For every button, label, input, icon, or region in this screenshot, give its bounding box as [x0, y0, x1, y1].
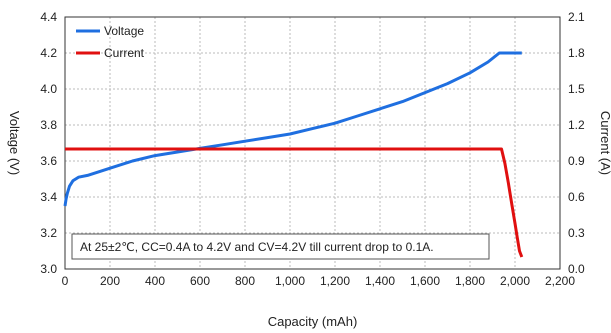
series-lines [63, 51, 524, 258]
series-line-voltage [63, 51, 522, 207]
y-left-tick-label: 3.6 [40, 154, 57, 168]
y-left-tick-label: 4.2 [40, 46, 57, 60]
x-tick-label: 1,200 [320, 274, 350, 288]
series-line-current [65, 147, 524, 258]
y-right-tick-label: 0.0 [568, 262, 585, 276]
x-tick-label: 1,600 [410, 274, 440, 288]
y-left-tick-label: 4.0 [40, 82, 57, 96]
x-tick-label: 1,000 [275, 274, 305, 288]
y-right-tick-label: 2.1 [568, 10, 585, 24]
y-left-tick-label: 3.2 [40, 226, 57, 240]
annotation-frame [71, 233, 490, 260]
x-tick-label: 2,000 [500, 274, 530, 288]
y-left-tick-label: 3.8 [40, 118, 57, 132]
legend-label-current: Current [104, 46, 145, 60]
x-tick-label: 800 [235, 274, 255, 288]
x-tick-label: 1,800 [455, 274, 485, 288]
y-left-tick-label: 3.0 [40, 262, 57, 276]
annotation-text: At 25±2℃, CC=0.4A to 4.2V and CV=4.2V ti… [80, 240, 434, 254]
y-right-tick-label: 0.9 [568, 154, 585, 168]
x-tick-label: 2,200 [545, 274, 575, 288]
tick-labels: 0 200 400 600 800 1,000 1,200 1,400 1,600 1,800 2,… [40, 10, 585, 288]
legend: Voltage Current [76, 24, 145, 60]
y-left-tick-label: 4.4 [40, 10, 57, 24]
y-left-tick-label: 3.4 [40, 190, 57, 204]
y-right-tick-label: 0.3 [568, 226, 585, 240]
x-tick-label: 1,400 [365, 274, 395, 288]
legend-label-voltage: Voltage [104, 24, 144, 38]
x-tick-label: 400 [145, 274, 165, 288]
y-right-tick-label: 1.8 [568, 46, 585, 60]
y-right-tick-label: 0.6 [568, 190, 585, 204]
x-tick-label: 0 [62, 274, 69, 288]
x-tick-label: 200 [100, 274, 120, 288]
annotation-box: At 25±2℃, CC=0.4A to 4.2V and CV=4.2V ti… [71, 233, 490, 260]
y-right-tick-label: 1.2 [568, 118, 585, 132]
y-axis-label-left: Voltage (V) [7, 111, 22, 175]
y-axis-label-right: Current (A) [598, 111, 611, 175]
x-tick-label: 600 [190, 274, 210, 288]
plot-frame [64, 16, 561, 270]
y-right-tick-label: 1.5 [568, 82, 585, 96]
x-axis-label: Capacity (mAh) [268, 314, 358, 329]
